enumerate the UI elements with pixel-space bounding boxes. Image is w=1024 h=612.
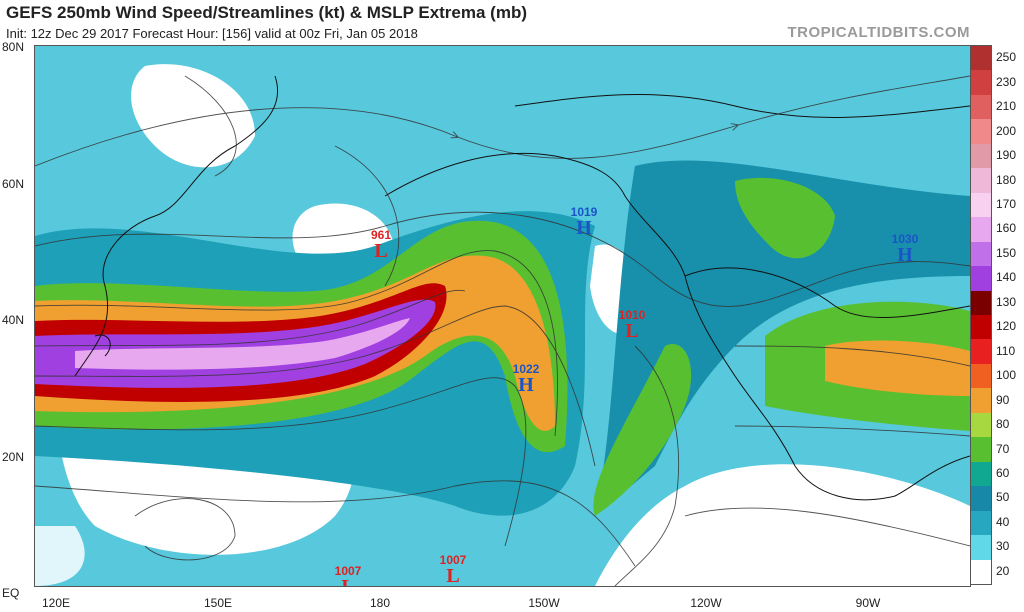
colorbar-swatch xyxy=(971,217,991,242)
chart-subtitle: Init: 12z Dec 29 2017 Forecast Hour: [15… xyxy=(6,26,418,41)
colorbar-label: 140 xyxy=(996,270,1017,285)
colorbar-swatch xyxy=(971,266,991,291)
lon-label-150w: 150W xyxy=(528,596,560,610)
site-credit: TROPICALTIDBITS.COM xyxy=(787,24,970,41)
colorbar-label: 50 xyxy=(996,490,1010,505)
colorbar-label: 100 xyxy=(996,368,1017,383)
colorbar-swatch xyxy=(971,119,991,144)
colorbar-swatch xyxy=(971,241,991,267)
colorbar-label: 80 xyxy=(996,417,1010,432)
colorbar-swatch xyxy=(971,363,991,389)
low-pressure-marker: 961 L xyxy=(370,228,392,262)
colorbar-label: 20 xyxy=(996,563,1010,578)
colorbar-label: 160 xyxy=(996,221,1017,236)
colorbar-swatch xyxy=(971,143,991,169)
lon-label-120w: 120W xyxy=(690,596,722,610)
wind-speed-colorbar xyxy=(970,45,992,585)
colorbar-swatch xyxy=(971,510,991,536)
colorbar-label: 70 xyxy=(996,441,1010,456)
wind-speed-map: 961 L 1019 H 1010 L 1022 H 1030 H 1007 L 1007 L xyxy=(34,45,971,587)
high-pressure-marker: 1022 H xyxy=(512,362,540,396)
colorbar-swatch xyxy=(971,388,991,413)
colorbar-label: 30 xyxy=(996,539,1010,554)
colorbar-swatch xyxy=(971,412,991,438)
colorbar-label: 250 xyxy=(996,50,1017,65)
low-pressure-marker: 1007 L xyxy=(334,564,362,587)
colorbar-label: 110 xyxy=(996,343,1016,358)
colorbar-swatch xyxy=(971,486,991,511)
colorbar-label: 130 xyxy=(996,294,1017,309)
colorbar-label: 150 xyxy=(996,245,1017,260)
colorbar-swatch xyxy=(971,339,991,364)
high-pressure-marker: 1019 H xyxy=(570,205,598,239)
colorbar-label: 230 xyxy=(996,74,1017,89)
colorbar-label: 200 xyxy=(996,123,1017,138)
colorbar-label: 90 xyxy=(996,392,1010,407)
colorbar-swatch xyxy=(971,290,991,315)
colorbar-swatch xyxy=(971,168,991,193)
colorbar-swatch xyxy=(971,192,991,218)
lat-label-40n: 40N xyxy=(2,313,25,327)
lat-label-60n: 60N xyxy=(2,177,25,191)
lon-label-150e: 150E xyxy=(203,596,233,610)
colorbar-swatch xyxy=(971,314,991,340)
lat-label-eq: EQ xyxy=(2,586,20,600)
colorbar-swatch xyxy=(971,70,991,95)
colorbar-swatch xyxy=(971,46,991,71)
colorbar-swatch xyxy=(971,437,991,462)
colorbar-swatch xyxy=(971,559,991,584)
colorbar-label: 40 xyxy=(996,514,1010,529)
lon-label-180: 180 xyxy=(369,596,391,610)
colorbar-label: 210 xyxy=(996,99,1017,114)
low-pressure-marker: 1007 L xyxy=(439,553,467,587)
lon-label-90w: 90W xyxy=(855,596,881,610)
colorbar-label: 60 xyxy=(996,465,1010,480)
chart-title: GEFS 250mb Wind Speed/Streamlines (kt) &… xyxy=(6,3,527,22)
high-pressure-marker: 1030 H xyxy=(891,232,919,266)
lon-label-120e: 120E xyxy=(41,596,71,610)
low-pressure-marker: 1010 L xyxy=(618,308,646,342)
colorbar-swatch xyxy=(971,535,991,560)
colorbar-swatch xyxy=(971,94,991,120)
colorbar-swatch xyxy=(971,461,991,487)
lat-label-20n: 20N xyxy=(2,450,25,464)
colorbar-label: 170 xyxy=(996,196,1017,211)
colorbar-label: 180 xyxy=(996,172,1017,187)
colorbar-label: 190 xyxy=(996,148,1017,163)
lat-label-80n: 80N xyxy=(2,40,25,54)
colorbar-label: 120 xyxy=(996,319,1017,334)
